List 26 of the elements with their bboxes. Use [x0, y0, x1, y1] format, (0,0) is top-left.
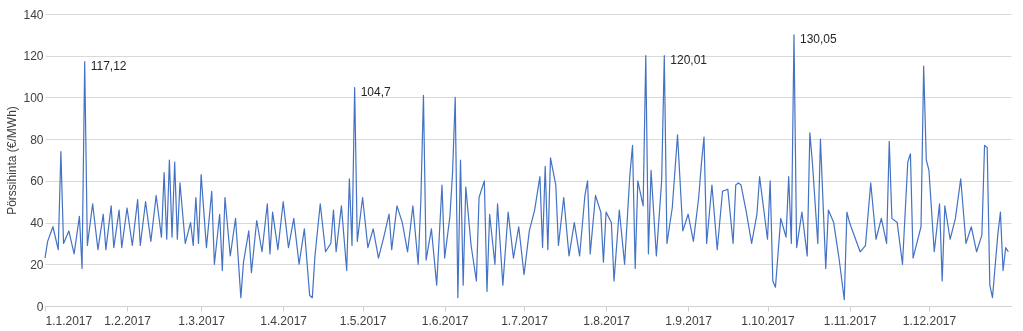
- x-tick-label: 1.9.2017: [665, 313, 713, 328]
- annotation: 104,7: [360, 84, 391, 99]
- annotation: 120,01: [670, 52, 708, 67]
- y-tick-label: 100: [23, 90, 44, 105]
- y-axis-title: Pörssihinta (€/MWh): [5, 106, 20, 215]
- x-tick-label: 1.4.2017: [260, 313, 308, 328]
- annotation: 130,05: [799, 31, 838, 46]
- x-tick-label: 1.5.2017: [339, 313, 387, 328]
- line-series: [44, 34, 1009, 301]
- annotation: 117,12: [90, 58, 127, 73]
- x-tick-label: 1.1.2017: [45, 313, 93, 328]
- y-tick-label: 20: [30, 257, 44, 272]
- y-tick-label: 0: [36, 299, 44, 314]
- x-tick-label: 1.11.2017: [823, 313, 877, 328]
- x-tick-label: 1.12.2017: [902, 313, 957, 328]
- x-tick-label: 1.7.2017: [501, 313, 549, 328]
- y-tick-label: 80: [30, 132, 44, 147]
- x-tick-label: 1.10.2017: [741, 313, 796, 328]
- x-tick-label: 1.3.2017: [178, 313, 226, 328]
- x-tick-label: 1.2.2017: [104, 313, 152, 328]
- y-tick-label: 40: [30, 216, 44, 231]
- y-tick-label: 60: [30, 174, 44, 189]
- x-tick-label: 1.8.2017: [583, 313, 631, 328]
- y-tick-label: 120: [23, 49, 44, 64]
- y-tick-label: 140: [23, 7, 44, 22]
- x-tick-label: 1.6.2017: [421, 313, 469, 328]
